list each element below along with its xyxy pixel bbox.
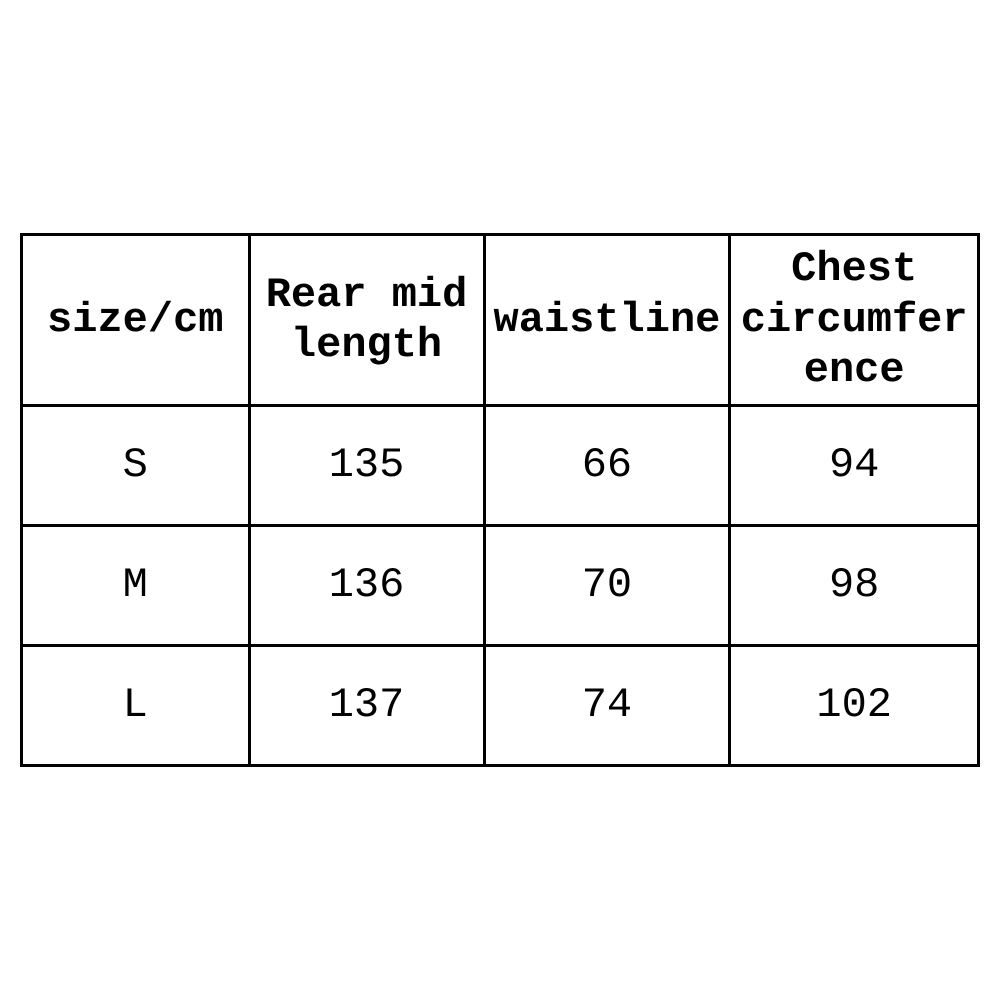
table-row: M 136 70 98 xyxy=(22,525,979,645)
cell-waistline: 74 xyxy=(484,645,730,765)
cell-rear-mid-length: 137 xyxy=(249,645,484,765)
cell-size: L xyxy=(22,645,250,765)
size-table-container: size/cm Rear mid length waistline Chest … xyxy=(20,233,980,766)
table-header-row: size/cm Rear mid length waistline Chest … xyxy=(22,235,979,405)
table-row: S 135 66 94 xyxy=(22,405,979,525)
header-rear-mid-length: Rear mid length xyxy=(249,235,484,405)
cell-size: S xyxy=(22,405,250,525)
cell-waistline: 70 xyxy=(484,525,730,645)
cell-chest-circumference: 102 xyxy=(730,645,979,765)
header-waistline: waistline xyxy=(484,235,730,405)
table-row: L 137 74 102 xyxy=(22,645,979,765)
size-table: size/cm Rear mid length waistline Chest … xyxy=(20,233,980,766)
cell-chest-circumference: 94 xyxy=(730,405,979,525)
cell-size: M xyxy=(22,525,250,645)
cell-rear-mid-length: 135 xyxy=(249,405,484,525)
cell-chest-circumference: 98 xyxy=(730,525,979,645)
cell-rear-mid-length: 136 xyxy=(249,525,484,645)
header-size: size/cm xyxy=(22,235,250,405)
cell-waistline: 66 xyxy=(484,405,730,525)
header-chest-circumference: Chest circumfer ence xyxy=(730,235,979,405)
